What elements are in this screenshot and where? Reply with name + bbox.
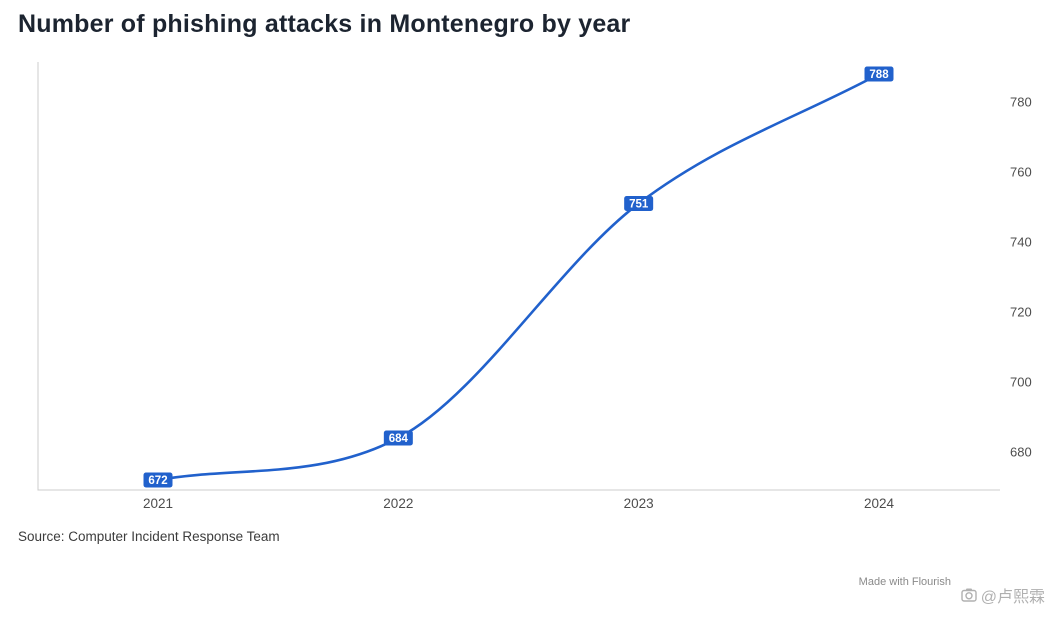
y-tick-label: 720: [1010, 305, 1032, 320]
flourish-attribution-link[interactable]: Made with Flourish: [858, 576, 951, 588]
axis-frame: [37, 62, 1000, 491]
data-label: 672: [148, 475, 167, 487]
y-tick-label: 740: [1010, 235, 1032, 250]
data-label: 788: [869, 69, 889, 81]
data-label-bg: [624, 196, 654, 211]
data-label-bg: [383, 430, 413, 446]
chart-title: Number of phishing attacks in Montenegro…: [18, 10, 631, 38]
watermark-text: @卢熙霖: [980, 589, 1045, 606]
watermark: @卢熙霖: [961, 583, 1045, 607]
source-note: Source: Computer Incident Response Team: [18, 529, 280, 544]
x-tick-label: 2022: [383, 496, 413, 511]
x-tick-label: 2023: [624, 496, 654, 511]
y-tick-label: 760: [1010, 165, 1032, 180]
data-label: 684: [389, 433, 409, 445]
y-tick-label: 700: [1010, 375, 1032, 390]
data-label-bg: [864, 66, 894, 82]
y-tick-label: 680: [1010, 445, 1032, 460]
y-tick-label: 780: [1010, 95, 1032, 110]
watermark-icon: [961, 588, 977, 602]
x-tick-label: 2021: [143, 496, 173, 511]
series-line: [156, 72, 881, 482]
x-tick-label: 2024: [864, 496, 895, 511]
data-label-bg: [143, 472, 173, 488]
data-label: 751: [629, 199, 649, 211]
